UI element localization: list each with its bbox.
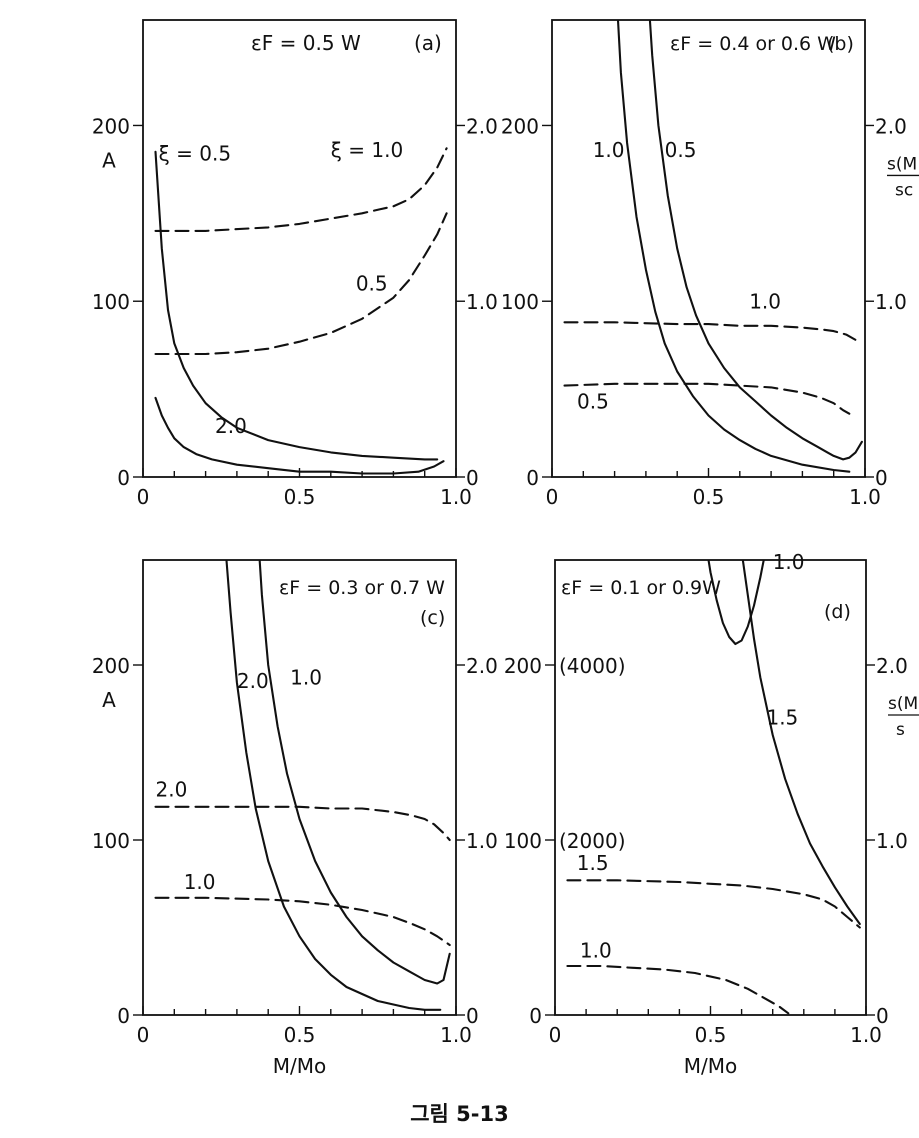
panel-c-xtick-label: 1.0	[440, 1023, 472, 1047]
panel-b-ytick-label: 200	[501, 114, 539, 138]
panel-c-ytick-label: 200	[92, 654, 130, 678]
panel-c-title: εF = 0.3 or 0.7 W	[279, 577, 445, 599]
panel-b-ytick-label: 0	[526, 466, 539, 490]
panel-b-series-0-solid-curve	[616, 20, 851, 473]
panel-b-y2label-denominator: sc	[895, 180, 913, 200]
panel-d-alt-ytick-label: (4000)	[559, 654, 626, 678]
panel-a-series-2-dashed-curve	[154, 147, 448, 232]
panel-b-curve-label: 0.5	[577, 389, 609, 413]
panel-a-series-1-solid-curve	[154, 396, 445, 475]
panel-c-xtick-label: 0	[137, 1023, 150, 1047]
panel-d-xtick-label: 1.0	[850, 1023, 882, 1047]
panel-a-y2tick-label: 0	[466, 466, 479, 490]
panel-d-curve-label: 1.5	[577, 851, 609, 875]
panel-a-curve-label: 2.0	[215, 414, 247, 438]
panel-a-y2tick-label: 1.0	[466, 290, 498, 314]
panel-b-y2tick-label: 2.0	[875, 114, 907, 138]
panel-c-series-0-solid-curve	[225, 560, 442, 1011]
panel-a-ylabel: A	[102, 148, 116, 172]
panel-c-curve-label: 2.0	[237, 669, 269, 693]
panel-a-ytick-label: 0	[117, 466, 130, 490]
panel-d-letter: (d)	[824, 601, 851, 623]
panel-d-curve-label: 1.0	[580, 938, 612, 962]
panel-d-y2tick-label: 1.0	[876, 829, 908, 853]
panel-d-title: εF = 0.1 or 0.9W	[561, 577, 721, 599]
panel-d-series-0-solid-curve	[707, 560, 765, 646]
panel-d-y2label: s(M	[888, 694, 918, 714]
panel-d-curve-label: 1.0	[773, 550, 805, 574]
panel-c-curve-label: 1.0	[290, 665, 322, 689]
panel-a-series-0-solid-curve	[154, 150, 439, 461]
panel-b-xtick-label: 1.0	[849, 485, 881, 509]
panel-a-y2tick-label: 2.0	[466, 114, 498, 138]
panel-d-ytick-label: 100	[504, 829, 542, 853]
panel-c-ytick-label: 0	[117, 1004, 130, 1028]
panel-a-xtick-label: 1.0	[440, 485, 472, 509]
panel-b-letter: (b)	[827, 33, 854, 55]
panel-a-ytick-label: 100	[92, 290, 130, 314]
panel-a-curve-label: 0.5	[356, 272, 388, 296]
panel-c-y2tick-label: 2.0	[466, 654, 498, 678]
panel-a-ytick-label: 200	[92, 114, 130, 138]
panel-b-series-2-dashed-curve	[563, 321, 857, 341]
panel-d: 0 0.5 1.0010020001.02.0(4000)(2000)s(MsM/M…	[504, 550, 919, 1078]
panel-b-y2tick-label: 1.0	[875, 290, 907, 314]
panel-b-y2tick-label: 0	[875, 466, 888, 490]
figure-caption: 그림 5-13	[410, 1102, 509, 1126]
panel-c-series-2-dashed-curve	[154, 805, 451, 842]
panel-a-xtick-label: 0	[137, 485, 150, 509]
panel-d-y2tick-label: 0	[876, 1004, 889, 1028]
panel-c-letter: (c)	[420, 607, 445, 629]
panel-c-xtick-label: 0.5	[284, 1023, 316, 1047]
panel-c-xlabel: M/Mo	[273, 1054, 327, 1078]
panel-d-y2label-denominator: s	[896, 720, 905, 740]
panel-b-series-1-solid-curve	[648, 20, 863, 461]
panel-a-xtick-label: 0.5	[284, 485, 316, 509]
panel-a-letter: (a)	[414, 31, 442, 55]
panel-d-xlabel: M/Mo	[684, 1054, 738, 1078]
panel-b-ytick-label: 100	[501, 290, 539, 314]
panel-c-ylabel: A	[102, 688, 116, 712]
panel-b-curve-label: 1.0	[749, 289, 781, 313]
panel-c-y2tick-label: 1.0	[466, 829, 498, 853]
panel-b-curve-label: 1.0	[593, 138, 625, 162]
panel-b-y2label: s(M	[887, 154, 917, 174]
panel-c-y2tick-label: 0	[466, 1004, 479, 1028]
panel-c-frame	[142, 559, 457, 1016]
panel-b-xtick-label: 0	[546, 485, 559, 509]
panel-c-curve-label: 2.0	[156, 777, 188, 801]
panel-d-xtick-label: 0.5	[695, 1023, 727, 1047]
panel-d-series-1-solid-curve	[741, 560, 861, 926]
panel-a-curve-label: ξ = 0.5	[159, 142, 231, 166]
panel-a-title: εF = 0.5 W	[251, 31, 361, 55]
panel-d-xtick-label: 0	[549, 1023, 562, 1047]
panel-d-ytick-label: 0	[529, 1004, 542, 1028]
panel-a-curve-label: ξ = 1.0	[331, 138, 403, 162]
panel-c-series-3-dashed-curve	[154, 896, 451, 947]
panel-b-title: εF = 0.4 or 0.6 W	[670, 33, 836, 55]
panel-d-series-3-dashed-curve	[566, 964, 790, 1015]
panel-d-ytick-label: 200	[504, 654, 542, 678]
panel-d-y2tick-label: 2.0	[876, 654, 908, 678]
panel-c-series-1-solid-curve	[258, 560, 451, 985]
panel-c-ytick-label: 100	[92, 829, 130, 853]
panel-a-series-3-dashed-curve	[154, 212, 448, 356]
panel-b-xtick-label: 0.5	[693, 485, 725, 509]
panel-d-curve-label: 1.5	[766, 706, 798, 730]
panel-d-series-2-dashed-curve	[566, 879, 861, 929]
panel-d-alt-ytick-label: (2000)	[559, 829, 626, 853]
panel-c-curve-label: 1.0	[184, 870, 216, 894]
panel-b-curve-label: 0.5	[665, 138, 697, 162]
panel-a-frame	[142, 19, 457, 478]
panel-b-series-3-dashed-curve	[563, 382, 851, 415]
